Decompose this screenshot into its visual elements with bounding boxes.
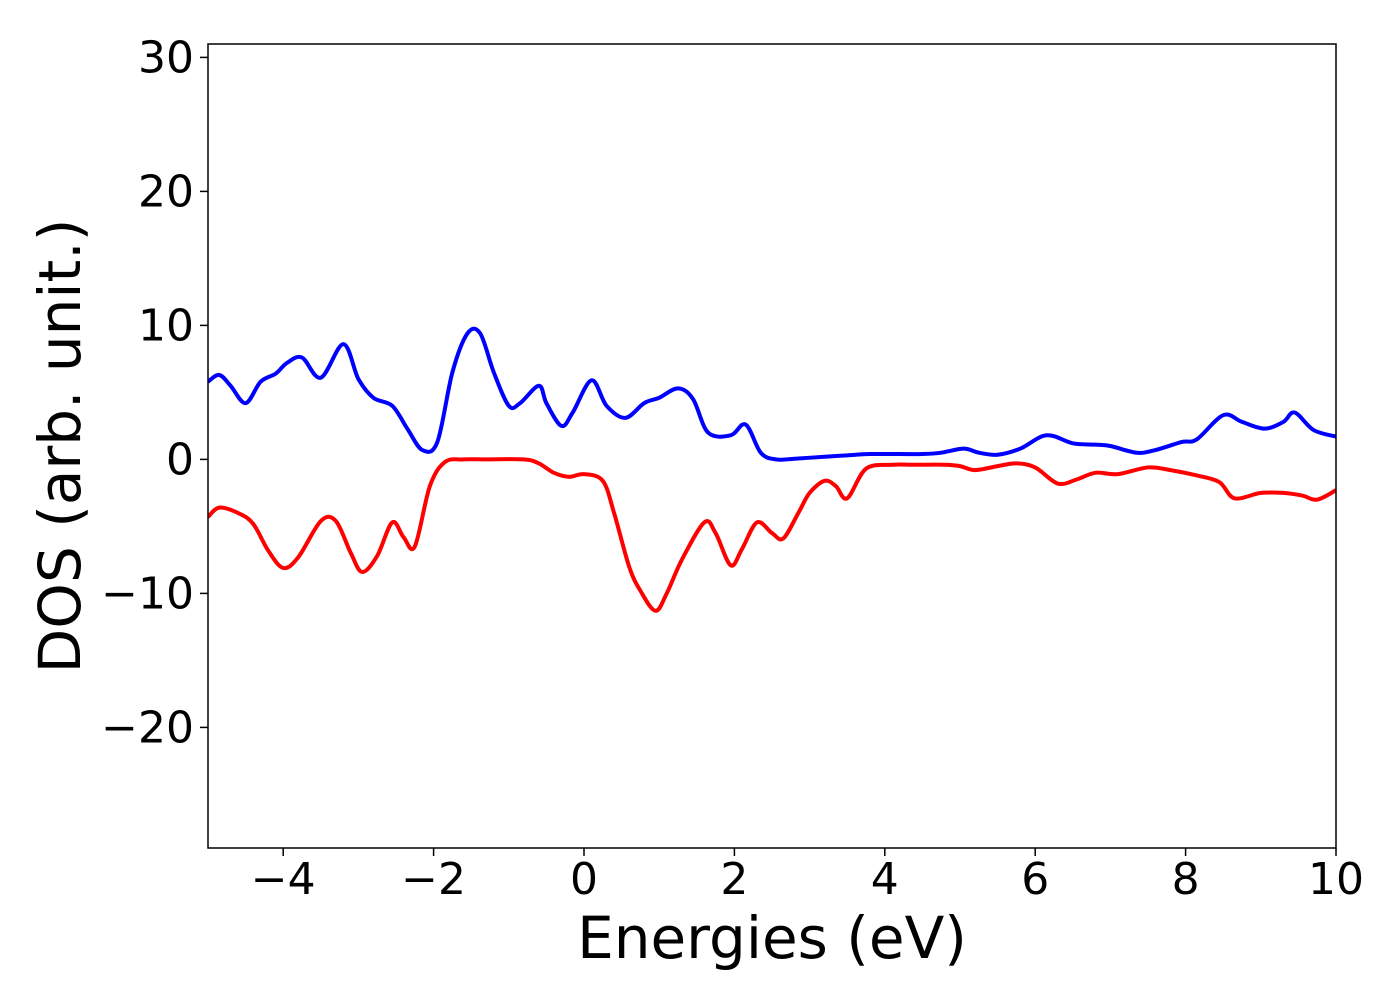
y-tick-label: −10 (101, 568, 194, 619)
y-tick-label: 30 (138, 32, 194, 83)
series-layer (208, 326, 1336, 613)
y-axis: −20 −10 0 10 20 30 (101, 32, 208, 753)
y-tick-label: 20 (138, 166, 194, 217)
y-tick-label: −20 (101, 702, 194, 753)
y-axis-label: DOS (arb. unit.) (26, 219, 94, 674)
plot-frame (207, 43, 1337, 849)
series-line-1 (208, 326, 1336, 462)
y-tick-label: 0 (166, 434, 194, 485)
x-tick-label: 4 (871, 854, 899, 905)
x-tick-label: 2 (720, 854, 748, 905)
x-tick-label: 0 (570, 854, 598, 905)
series-line-2 (208, 457, 1336, 613)
x-axis: −4 −2 0 2 4 6 8 10 (251, 848, 1364, 905)
x-axis-label: Energies (eV) (577, 904, 967, 972)
y-tick-label: 10 (138, 300, 194, 351)
x-tick-label: −2 (401, 854, 466, 905)
x-tick-label: 10 (1308, 854, 1364, 905)
x-tick-label: −4 (251, 854, 316, 905)
x-tick-label: 6 (1021, 854, 1049, 905)
x-tick-label: 8 (1172, 854, 1200, 905)
